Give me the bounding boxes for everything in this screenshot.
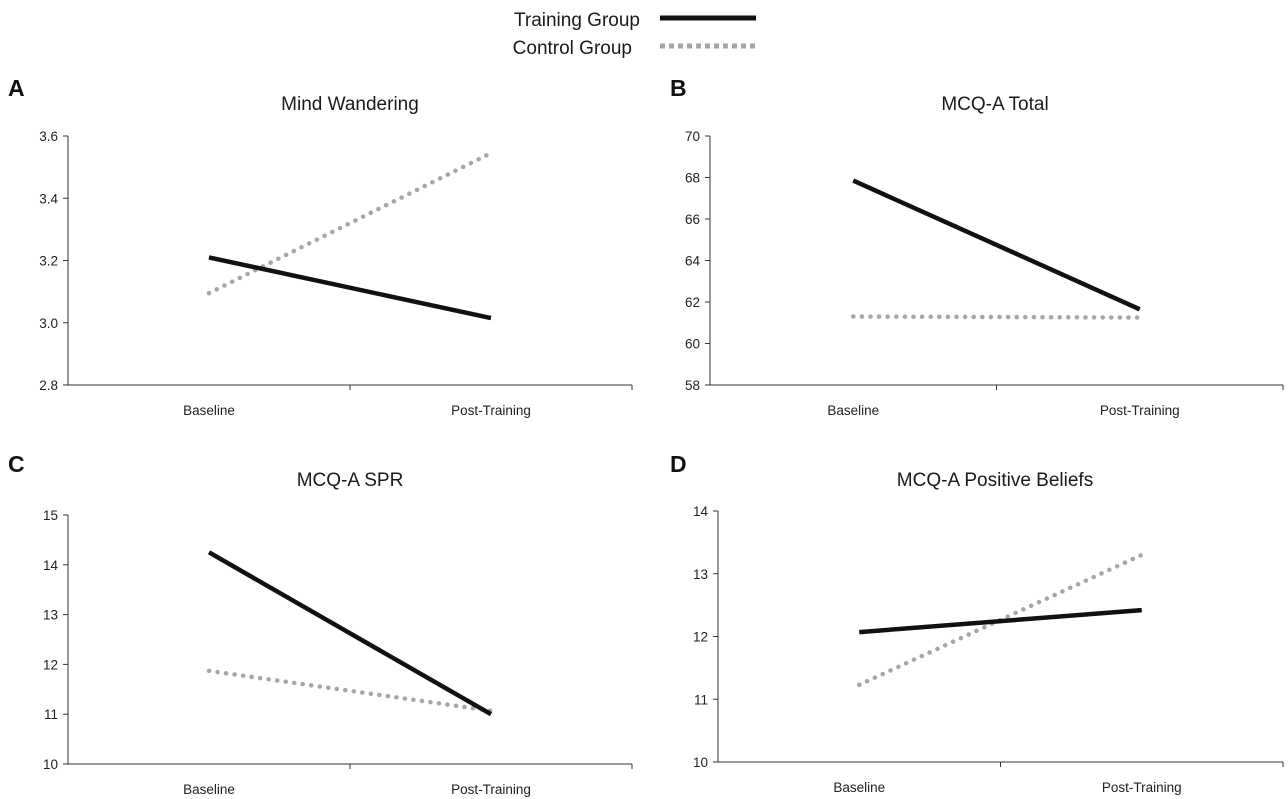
x-tick-label: Post-Training — [451, 782, 531, 797]
panel-letter-a: A — [8, 75, 25, 101]
chart-title: MCQ-A Positive Beliefs — [897, 470, 1093, 491]
series-line-training — [208, 255, 492, 321]
chart-title: MCQ-A SPR — [297, 470, 404, 491]
y-tick-label: 60 — [685, 337, 700, 352]
y-tick-label: 3.0 — [39, 316, 58, 331]
panel-d: D MCQ-A Positive Beliefs 10 11 12 13 14 Base… — [670, 451, 1284, 795]
y-tick-label: 11 — [694, 692, 708, 707]
y-tick-label: 14 — [693, 504, 709, 519]
x-tick-label: Post-Training — [1102, 780, 1182, 795]
x-tick-label: Baseline — [183, 403, 235, 418]
x-tick-label: Baseline — [183, 782, 235, 797]
y-tick-label: 10 — [43, 757, 58, 772]
series-line-control — [206, 150, 494, 296]
y-tick-label: 58 — [685, 378, 700, 393]
panel-letter-c: C — [8, 451, 25, 477]
y-tick-label: 12 — [693, 630, 708, 645]
y-tick-label: 3.2 — [39, 254, 58, 269]
series-line-training — [852, 178, 1141, 312]
x-tick-label: Baseline — [827, 403, 879, 418]
y-tick-label: 66 — [685, 212, 700, 227]
y-tick-label: 3.6 — [39, 129, 58, 144]
series-line-training — [859, 607, 1142, 635]
y-tick-label: 2.8 — [39, 378, 58, 393]
y-tick-label: 11 — [44, 707, 58, 722]
series-line-training — [207, 550, 493, 717]
y-tick-label: 64 — [685, 254, 701, 269]
legend: Training Group Control Group — [513, 10, 756, 59]
y-tick-label: 14 — [43, 558, 59, 573]
panel-letter-d: D — [670, 451, 687, 477]
series-line-control — [851, 314, 1142, 320]
y-tick-label: 10 — [693, 755, 708, 770]
panel-a: A Mind Wandering 2.8 3.0 3.2 3.4 3.6 Baselin… — [8, 75, 633, 418]
y-tick-label: 13 — [693, 567, 708, 582]
chart-title: Mind Wandering — [281, 94, 419, 115]
y-tick-label: 13 — [43, 608, 58, 623]
y-tick-label: 70 — [685, 129, 700, 144]
x-tick-label: Post-Training — [451, 403, 531, 418]
x-tick-label: Baseline — [833, 780, 885, 795]
panel-letter-b: B — [670, 75, 687, 101]
y-tick-label: 12 — [43, 657, 58, 672]
panel-c: C MCQ-A SPR 10 11 12 13 14 15 Baseline Post-Tr… — [8, 451, 633, 797]
y-tick-label: 3.4 — [39, 191, 58, 206]
y-tick-label: 15 — [43, 508, 58, 523]
y-tick-label: 62 — [685, 295, 700, 310]
y-tick-label: 68 — [685, 171, 700, 186]
chart-title: MCQ-A Total — [941, 94, 1048, 115]
x-tick-label: Post-Training — [1100, 403, 1180, 418]
legend-label-training: Training Group — [514, 10, 640, 31]
panel-b: B MCQ-A Total 58 60 62 64 66 68 70 Baseline Pos… — [670, 75, 1284, 418]
legend-label-control: Control Group — [513, 38, 632, 59]
